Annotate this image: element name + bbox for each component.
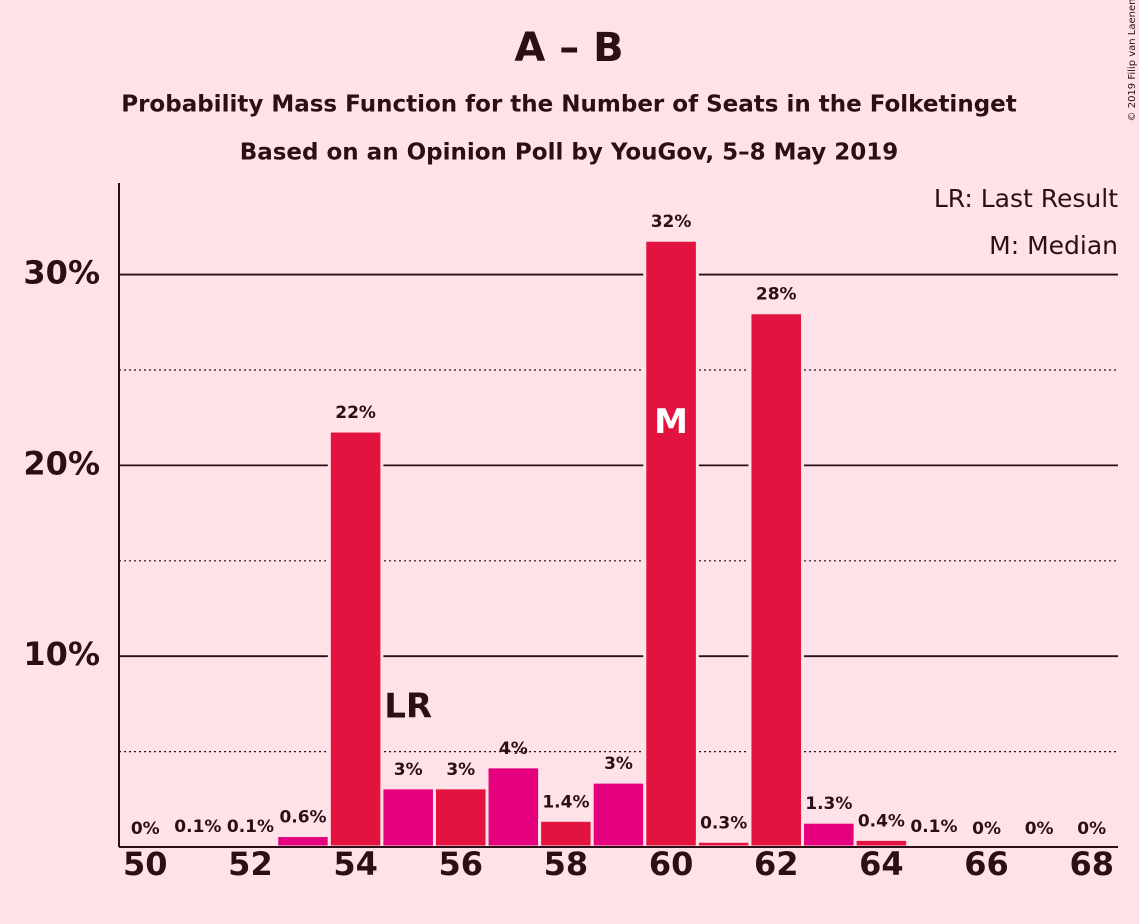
x-tick-label: 54: [333, 845, 378, 883]
value-label: 1.3%: [805, 794, 852, 814]
value-label: 0.1%: [227, 817, 274, 837]
value-label: 0.1%: [910, 817, 957, 837]
value-label: 3%: [394, 760, 423, 780]
bar: [748, 311, 805, 849]
annotation: M: [654, 402, 688, 442]
bar: [327, 429, 384, 849]
bar: [275, 834, 331, 849]
chart-title: A – B: [514, 25, 623, 71]
bar: [432, 786, 489, 849]
value-label: 4%: [499, 739, 528, 759]
copyright: © 2019 Filip van Laenen: [1127, 0, 1138, 121]
value-label: 1.4%: [542, 792, 589, 812]
bar: [801, 820, 857, 849]
x-tick-label: 64: [859, 845, 904, 883]
x-tick-label: 52: [228, 845, 273, 883]
chart-subtitle: Probability Mass Function for the Number…: [121, 92, 1017, 118]
value-label: 0.4%: [858, 811, 905, 831]
x-tick-label: 58: [544, 845, 589, 883]
bar: [380, 786, 436, 849]
value-label: 0.6%: [279, 808, 326, 828]
x-tick-label: 62: [754, 845, 799, 883]
value-label: 28%: [756, 285, 797, 305]
value-label: 3%: [604, 754, 633, 774]
value-label: 0%: [1077, 819, 1106, 839]
y-tick-label: 30%: [23, 254, 100, 292]
y-tick-label: 20%: [23, 444, 100, 482]
x-tick-label: 60: [649, 845, 694, 883]
annotation: LR: [384, 686, 432, 726]
y-tick-label: 10%: [23, 635, 100, 673]
x-tick-label: 66: [964, 845, 1009, 883]
bar: [485, 765, 542, 849]
bar: [538, 818, 594, 849]
legend-entry: LR: Last Result: [934, 184, 1118, 213]
x-tick-label: 50: [123, 845, 168, 883]
bar: [643, 238, 699, 849]
value-label: 3%: [446, 760, 475, 780]
x-tick-label: 56: [438, 845, 483, 883]
value-label: 0.1%: [174, 817, 221, 837]
legend-entry: M: Median: [989, 231, 1118, 260]
value-label: 0%: [972, 819, 1001, 839]
bar: [590, 780, 647, 849]
x-tick-label: 68: [1069, 845, 1114, 883]
value-label: 0%: [131, 819, 160, 839]
value-label: 0%: [1025, 819, 1054, 839]
bar: [853, 837, 910, 849]
value-label: 22%: [335, 403, 376, 423]
chart-subtitle: Based on an Opinion Poll by YouGov, 5–8 …: [240, 140, 899, 166]
value-label: 0.3%: [700, 813, 747, 833]
value-label: 32%: [651, 212, 692, 232]
